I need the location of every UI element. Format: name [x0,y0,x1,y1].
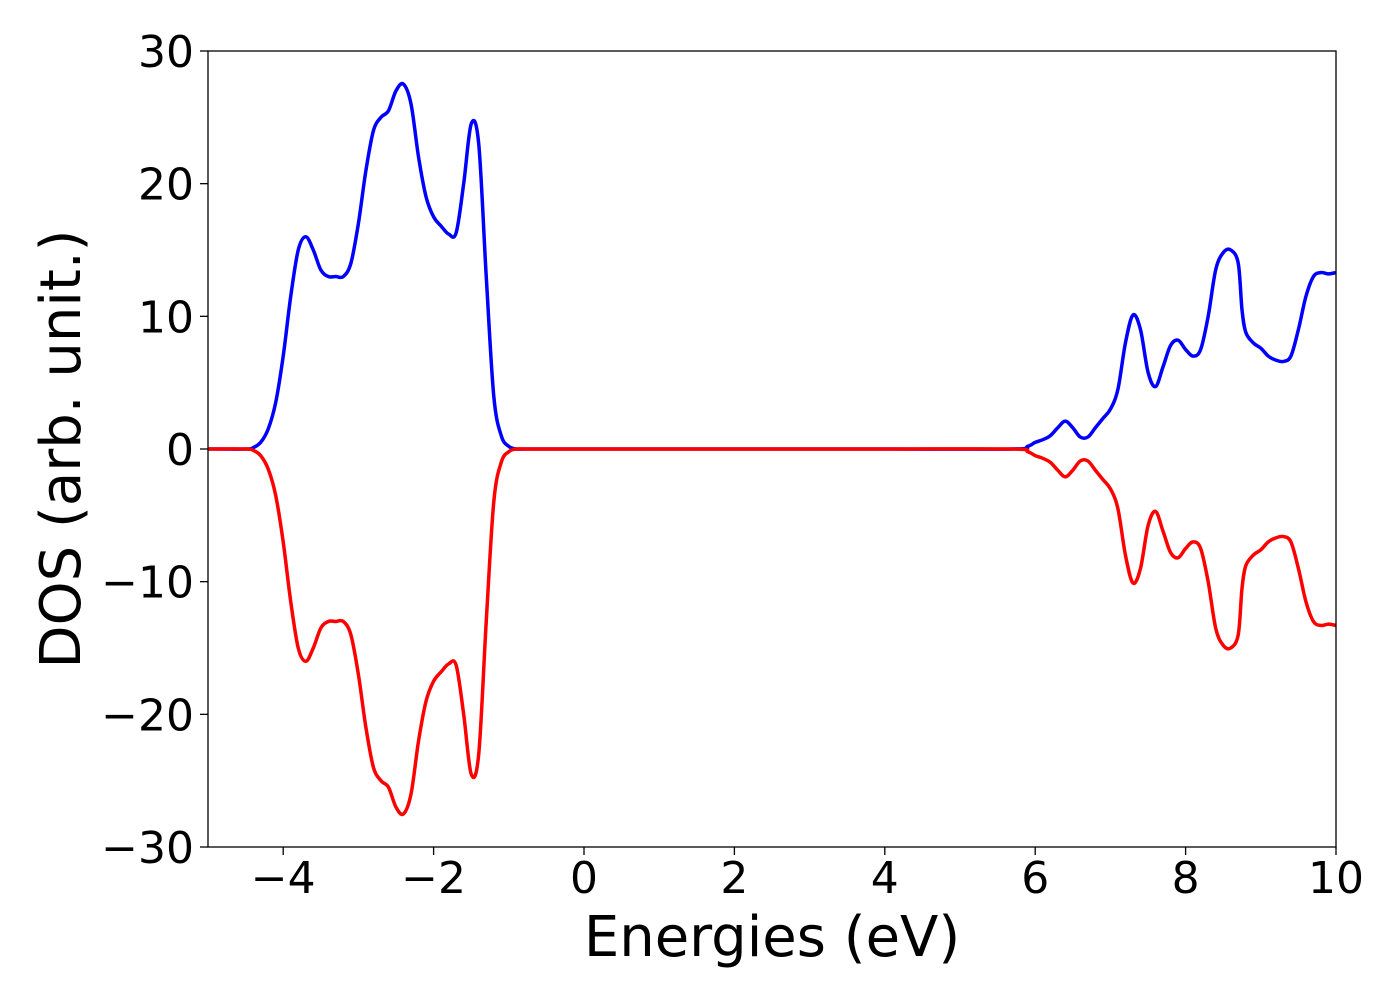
y-tick-label: 10 [138,292,194,343]
x-tick-label: 8 [1172,853,1200,904]
x-tick-label: 4 [871,853,899,904]
x-tick-label: 0 [570,853,598,904]
x-tick-label: −4 [251,853,316,904]
x-tick-label: −2 [401,853,466,904]
x-tick-label: 6 [1021,853,1049,904]
x-tick-label: 10 [1308,853,1364,904]
x-axis: −4 −2 0 2 4 6 8 10 [251,847,1364,904]
x-axis-label: Energies (eV) [584,905,960,970]
y-tick-label: 20 [138,160,194,211]
y-tick-label: −10 [101,558,194,609]
y-tick-label: −30 [101,823,194,874]
y-axis-label: DOS (arb. unit.) [29,229,94,668]
y-axis: −30 −20 −10 0 10 20 30 [101,27,208,874]
y-tick-label: −20 [101,690,194,741]
x-tick-label: 2 [720,853,748,904]
y-tick-label: 30 [138,27,194,78]
y-tick-label: 0 [166,425,194,476]
series-line-2 [208,447,1336,817]
